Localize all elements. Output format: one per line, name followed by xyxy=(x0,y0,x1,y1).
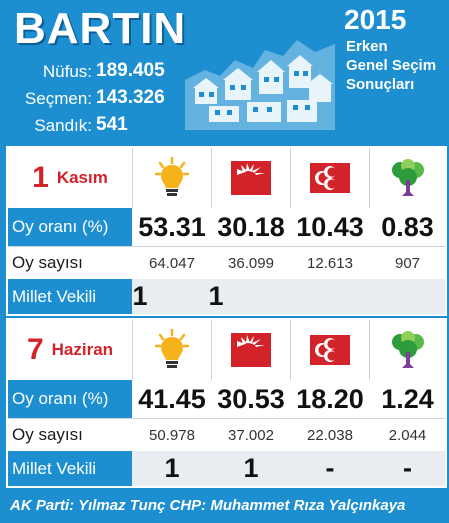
voters-value: 143.326 xyxy=(96,87,165,108)
subtitle-line-3: Sonuçları xyxy=(346,76,415,93)
vote-share-ak-parti: 53.31 xyxy=(138,211,206,242)
vote-count-mhp: 12.613 xyxy=(307,254,353,272)
divider xyxy=(211,148,212,208)
header: BARTIN Nüfus: 189.405 Seçmen: 143.326 Sa… xyxy=(0,0,449,142)
election-section-jun: 7 Haziran xyxy=(6,318,447,488)
vote-count-chp: 37.002 xyxy=(228,426,274,444)
ak-parti-logo-cell xyxy=(133,320,211,380)
vote-count-label: Oy sayısı xyxy=(12,253,83,272)
mp-ak-parti: 1 xyxy=(132,281,148,311)
vote-count-ak-parti: 50.978 xyxy=(149,426,195,444)
chp-logo-cell xyxy=(212,320,290,380)
date-month: Kasım xyxy=(56,168,108,187)
date-day: 7 xyxy=(26,333,44,366)
mp-chp: 1 xyxy=(243,453,259,483)
ak-parti-logo-icon xyxy=(155,157,189,196)
election-date: 7 Haziran xyxy=(8,320,132,380)
divider xyxy=(290,320,291,380)
subtitle-line-1: Erken xyxy=(346,38,388,55)
party-logo-row: 7 Haziran xyxy=(8,320,445,380)
mp-hdp xyxy=(370,279,445,314)
vote-share-label: Oy oranı (%) xyxy=(12,217,109,236)
vote-share-row: Oy oranı (%) 41.45 30.53 18.20 1.24 xyxy=(8,380,445,418)
ak-parti-logo-icon xyxy=(155,329,189,368)
mp-chp: 1 xyxy=(208,281,224,311)
divider xyxy=(211,320,212,380)
divider xyxy=(132,148,133,208)
date-month: Haziran xyxy=(51,340,114,359)
vote-share-ak-parti: 41.45 xyxy=(138,383,206,414)
mhp-logo-cell xyxy=(291,148,369,208)
divider xyxy=(369,320,370,380)
subtitle-line-2: Genel Seçim xyxy=(346,57,437,74)
hdp-logo-icon xyxy=(391,331,424,368)
vote-count-ak-parti: 64.047 xyxy=(149,254,195,272)
vote-share-mhp: 18.20 xyxy=(296,383,364,414)
voters-label: Seçmen: xyxy=(24,89,92,108)
ballot-box-value: 541 xyxy=(96,114,128,135)
vote-count-hdp: 2.044 xyxy=(388,426,427,444)
vote-share-chp: 30.53 xyxy=(217,383,285,414)
vote-count-hdp: 907 xyxy=(394,254,421,272)
ballot-box-label: Sandık: xyxy=(34,116,92,135)
vote-share-mhp: 10.43 xyxy=(296,211,364,242)
hdp-logo-cell xyxy=(370,320,445,380)
population-value: 189.405 xyxy=(96,60,165,81)
hdp-logo-icon xyxy=(391,159,424,196)
vote-count-row: Oy sayısı 50.978 37.002 22.038 2.044 xyxy=(8,418,445,451)
hdp-logo-cell xyxy=(370,148,445,208)
vote-share-hdp: 0.83 xyxy=(381,211,434,242)
divider xyxy=(290,148,291,208)
date-day: 1 xyxy=(32,161,49,194)
vote-count-chp: 36.099 xyxy=(228,254,274,272)
vote-share-label: Oy oranı (%) xyxy=(12,389,109,408)
chp-logo-icon xyxy=(231,333,271,367)
mp-ak-parti: 1 xyxy=(164,453,180,483)
vote-count-row: Oy sayısı 64.047 36.099 12.613 907 xyxy=(8,246,445,279)
mp-row: Millet Vekili 1 1 - - xyxy=(8,451,445,486)
mp-label: Millet Vekili xyxy=(12,286,97,306)
election-section-nov: 1 Kasım xyxy=(6,146,447,316)
population-label: Nüfus: xyxy=(42,62,92,81)
vote-count-label: Oy sayısı xyxy=(12,425,83,444)
mhp-logo-icon xyxy=(310,163,350,193)
mhp-logo-icon xyxy=(310,335,350,365)
mp-mhp xyxy=(291,279,369,314)
town-illustration-icon xyxy=(185,40,335,130)
elected-mps-footer: AK Parti: Yılmaz Tunç CHP: Muhammet Rıza… xyxy=(10,497,406,514)
chp-logo-cell xyxy=(212,148,290,208)
mp-hdp: - xyxy=(403,453,412,483)
election-year: 2015 xyxy=(344,4,407,35)
vote-count-mhp: 22.038 xyxy=(307,426,353,444)
mhp-logo-cell xyxy=(291,320,369,380)
chp-logo-icon xyxy=(231,161,271,195)
ak-parti-logo-cell xyxy=(133,148,211,208)
mp-mhp: - xyxy=(325,453,335,483)
vote-share-chp: 30.18 xyxy=(217,211,285,242)
mp-label: Millet Vekili xyxy=(12,458,97,478)
mp-row: Millet Vekili 1 1 xyxy=(8,279,445,314)
province-title: BARTIN xyxy=(14,4,187,53)
election-date: 1 Kasım xyxy=(8,148,132,208)
vote-share-hdp: 1.24 xyxy=(381,383,434,414)
party-logo-row: 1 Kasım xyxy=(8,148,445,208)
divider xyxy=(369,148,370,208)
divider xyxy=(132,320,133,380)
vote-share-row: Oy oranı (%) 53.31 30.18 10.43 0.83 xyxy=(8,208,445,246)
